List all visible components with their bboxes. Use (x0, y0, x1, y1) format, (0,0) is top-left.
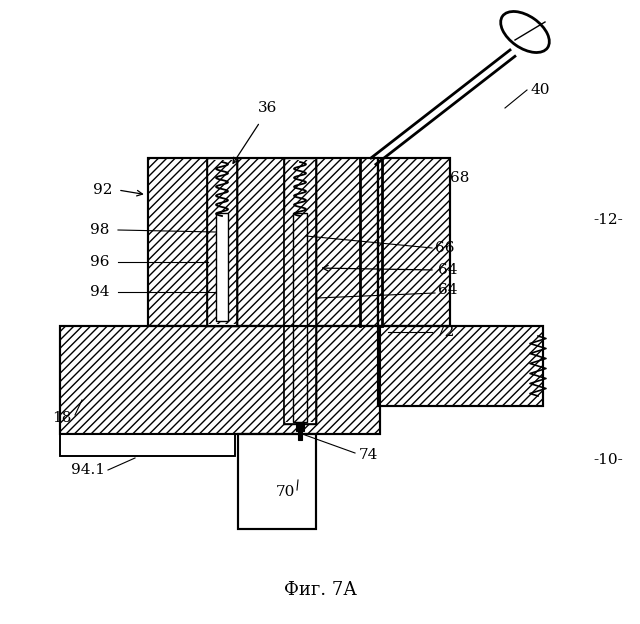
Text: -10-: -10- (593, 453, 623, 467)
Text: 94: 94 (90, 285, 109, 299)
Text: 18: 18 (52, 411, 72, 425)
Bar (148, 158, 378, 326)
Bar (238, 434, 316, 529)
Text: 64: 64 (438, 283, 458, 297)
Bar (284, 158, 316, 424)
Text: 66: 66 (435, 241, 455, 255)
Bar (60, 326, 380, 434)
Bar (378, 158, 450, 326)
Bar (378, 326, 543, 406)
Text: 72: 72 (435, 325, 454, 339)
Text: 68: 68 (451, 171, 470, 185)
Bar (148, 158, 378, 326)
Bar (207, 160, 237, 324)
Bar (296, 422, 304, 431)
Bar (284, 213, 293, 422)
Bar (378, 158, 450, 326)
Text: 98: 98 (90, 223, 109, 237)
Text: 96: 96 (90, 255, 109, 269)
Text: 74: 74 (358, 448, 378, 462)
Bar (216, 213, 228, 321)
Text: 40: 40 (531, 83, 550, 97)
Bar (284, 160, 316, 422)
Bar (293, 213, 307, 422)
Bar (60, 434, 235, 456)
Text: 70: 70 (275, 485, 294, 499)
Bar (207, 158, 237, 326)
Bar (284, 158, 316, 424)
Bar (207, 158, 237, 326)
Ellipse shape (500, 11, 549, 52)
Text: 64: 64 (438, 263, 458, 277)
Bar (298, 431, 302, 440)
Bar (60, 326, 380, 434)
Text: Фиг. 7А: Фиг. 7А (284, 581, 356, 599)
Text: 94.1: 94.1 (71, 463, 105, 477)
Bar (238, 434, 316, 529)
Text: -12-: -12- (593, 213, 623, 227)
Bar (378, 326, 543, 406)
Text: 92: 92 (93, 183, 113, 197)
Bar (307, 213, 316, 422)
Bar (60, 434, 235, 456)
Text: 36: 36 (259, 101, 278, 115)
